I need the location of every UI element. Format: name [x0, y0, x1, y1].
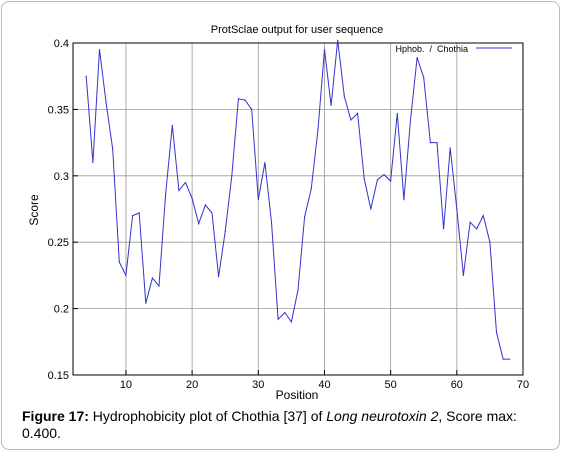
- data-point: [456, 208, 458, 210]
- data-point: [396, 112, 398, 114]
- data-point: [409, 119, 412, 121]
- plot-area: [72, 42, 524, 376]
- legend-entry-label: Hphob. / Chothia: [395, 44, 468, 54]
- data-point: [390, 180, 392, 182]
- x-tick-label: 40: [318, 379, 330, 391]
- data-point: [323, 49, 326, 51]
- series-line-hphob-chothia: [85, 40, 510, 360]
- y-tick-label: 0.15: [48, 370, 69, 382]
- data-point: [264, 161, 266, 164]
- data-point: [217, 276, 220, 278]
- data-point: [251, 108, 253, 110]
- data-point: [98, 49, 101, 51]
- data-point: [403, 199, 405, 201]
- axis-ticks: 10 20 30 40 50 60 70 0.15 0.2 0.25 0.3 0.35 0.4: [48, 38, 530, 391]
- data-point: [469, 221, 471, 223]
- figure-caption: Figure 17: Hydrophobicity plot of Chothi…: [22, 408, 547, 442]
- data-point: [211, 212, 213, 214]
- data-point: [284, 311, 286, 314]
- data-point: [495, 331, 498, 334]
- data-point: [370, 208, 372, 210]
- x-tick-label: 70: [517, 379, 529, 391]
- y-tick-label: 0.3: [54, 171, 69, 183]
- data-point: [337, 39, 339, 41]
- data-point: [244, 99, 246, 101]
- data-point: [224, 230, 226, 233]
- data-point: [376, 179, 379, 181]
- data-point: [92, 161, 94, 164]
- caption-label: Figure 17:: [22, 408, 89, 424]
- y-tick-label: 0.2: [54, 304, 69, 316]
- data-point: [178, 189, 180, 192]
- data-point: [449, 147, 451, 149]
- data-point: [237, 98, 240, 100]
- data-point: [171, 124, 173, 126]
- data-point: [125, 274, 127, 276]
- data-point: [436, 142, 438, 144]
- data-point: [383, 173, 385, 176]
- data-point: [118, 261, 120, 263]
- data-point: [198, 223, 200, 225]
- x-tick-label: 50: [385, 379, 397, 391]
- x-tick-label: 60: [451, 379, 463, 391]
- data-points: [85, 39, 511, 360]
- data-point: [105, 102, 107, 104]
- data-point: [476, 228, 478, 230]
- data-point: [350, 119, 352, 121]
- data-point: [304, 216, 306, 218]
- legend: Hphob. / Chothia: [395, 44, 512, 54]
- data-point: [204, 204, 206, 206]
- y-tick-label: 0.35: [48, 104, 69, 116]
- x-tick-label: 20: [186, 379, 198, 391]
- data-point: [429, 142, 431, 144]
- caption-text-2: , Score max: 0.400.: [22, 408, 517, 441]
- data-point: [423, 76, 425, 79]
- data-point: [330, 104, 332, 107]
- data-point: [462, 274, 465, 276]
- data-point: [509, 358, 511, 360]
- data-point: [310, 188, 312, 190]
- data-point: [442, 228, 445, 230]
- caption-protein-name: Long neurotoxin 2: [326, 408, 439, 424]
- data-point: [257, 199, 259, 201]
- x-tick-label: 10: [120, 379, 132, 391]
- data-point: [165, 193, 167, 195]
- data-point: [184, 181, 187, 184]
- data-point: [482, 215, 484, 217]
- data-point: [343, 95, 345, 97]
- chart-title: ProtSclae output for user sequence: [211, 24, 383, 36]
- data-point: [112, 148, 114, 150]
- line-chart: ProtSclae output for user sequence 10 20 3…: [27, 24, 530, 402]
- data-point: [277, 318, 279, 320]
- data-point: [290, 321, 292, 323]
- grid: [73, 43, 523, 375]
- data-point: [85, 75, 87, 77]
- data-point: [317, 130, 319, 132]
- data-point: [138, 212, 140, 214]
- data-point: [158, 285, 160, 287]
- x-tick-label: 30: [252, 379, 264, 391]
- y-axis-label: Score: [27, 194, 41, 226]
- data-point: [363, 177, 365, 180]
- data-point: [297, 289, 299, 291]
- y-tick-label: 0.4: [54, 38, 69, 50]
- data-point: [151, 277, 154, 279]
- y-tick-label: 0.25: [48, 237, 69, 249]
- x-axis-label: Position: [276, 388, 319, 402]
- data-point: [191, 197, 193, 199]
- caption-text-1: Hydrophobicity plot of Chothia [37] of: [88, 408, 327, 424]
- data-point: [502, 358, 504, 360]
- data-point: [231, 175, 233, 177]
- data-point: [270, 221, 273, 223]
- data-point: [416, 57, 418, 59]
- data-point: [131, 215, 134, 217]
- data-point: [489, 241, 491, 243]
- data-point: [145, 302, 147, 304]
- data-point: [356, 112, 359, 114]
